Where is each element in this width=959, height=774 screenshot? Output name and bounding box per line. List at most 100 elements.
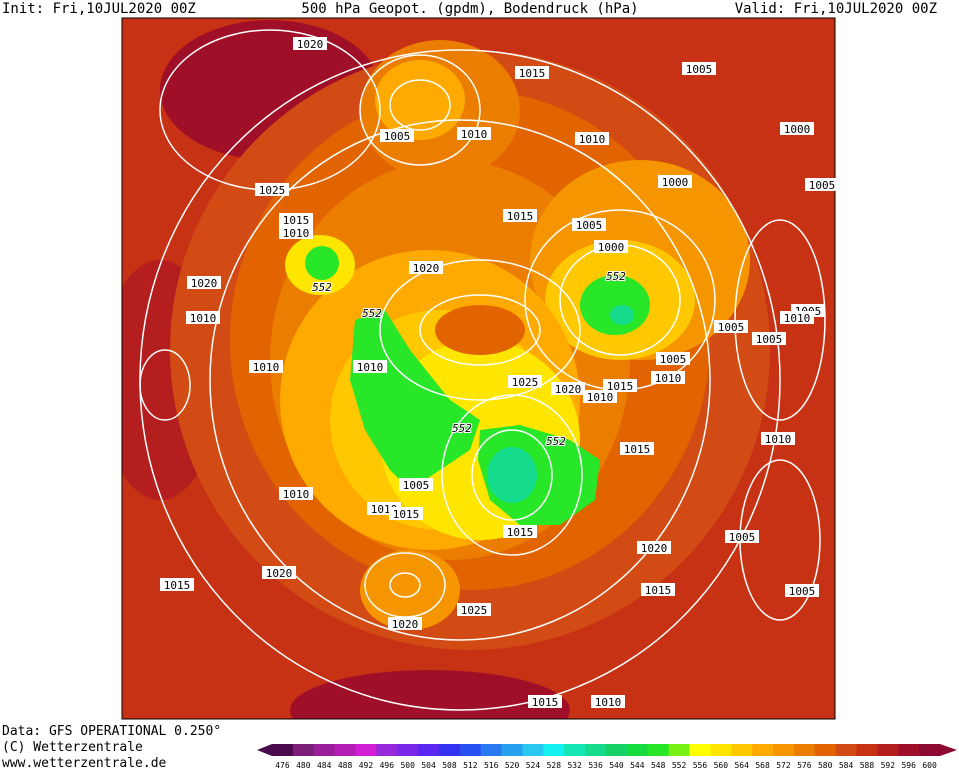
colorbar-label: 568 [755, 761, 770, 770]
valid-time: Valid: Fri,10JUL2020 00Z [735, 1, 937, 17]
map [122, 18, 835, 719]
isobar-label: 1015 [645, 584, 672, 597]
isobar-label-box [761, 432, 795, 445]
colorbar-cell [689, 744, 711, 756]
colorbar-label: 592 [881, 761, 896, 770]
colorbar-cell [439, 744, 461, 756]
isobar-label: 1020 [392, 618, 419, 631]
data-source: Data: GFS OPERATIONAL 0.250° [2, 724, 221, 739]
isobar-label: 1015 [607, 380, 634, 393]
geopot-label: 552 [452, 422, 472, 435]
colorbar-label: 588 [860, 761, 875, 770]
isobar-label: 1010 [253, 361, 280, 374]
isobar-label: 1010 [283, 488, 310, 501]
isobar-label: 1010 [595, 696, 622, 709]
isobar-label-box [262, 566, 296, 579]
isobar-label: 1010 [190, 312, 217, 325]
isobar-label: 1020 [297, 38, 324, 51]
isobar-label: 1020 [191, 277, 218, 290]
colorbar-cell [856, 744, 878, 756]
colorbar-label: 512 [463, 761, 478, 770]
isobar-label: 1005 [576, 219, 603, 232]
colorbar-label: 496 [380, 761, 395, 770]
isobar-label-box [572, 218, 606, 231]
isobar-label: 1005 [686, 63, 713, 76]
map-frame [121, 17, 836, 720]
isobar-label-box [389, 507, 423, 520]
isobar-label-box [656, 352, 690, 365]
isobar-label: 1015 [507, 526, 534, 539]
colorbar-cell [397, 744, 419, 756]
colorbar-cell [731, 744, 753, 756]
isobar-label: 1005 [718, 321, 745, 334]
isobar-label: 1005 [729, 531, 756, 544]
isobar-label-box [279, 226, 313, 239]
colorbar-label: 552 [672, 761, 687, 770]
isobar-label-box [380, 129, 414, 142]
isobar-label: 1015 [624, 443, 651, 456]
isobar-label-box [591, 695, 625, 708]
isobar-label: 1000 [662, 176, 689, 189]
isobar-label-box [725, 530, 759, 543]
isobar-label: 1015 [164, 579, 191, 592]
colorbar-label: 516 [484, 761, 499, 770]
colorbar-label: 532 [567, 761, 582, 770]
isobar-label: 1005 [756, 333, 783, 346]
colorbar-cell [334, 744, 356, 756]
colorbar-cell [606, 744, 628, 756]
colorbar-cell [522, 744, 544, 756]
colorbar-label: 520 [505, 761, 520, 770]
isobar-label: 1005 [403, 479, 430, 492]
isobar-label-box [293, 37, 327, 50]
isobar-label: 1010 [283, 227, 310, 240]
map-title: 500 hPa Geopot. (gpdm), Bodendruck (hPa) [301, 1, 638, 17]
website: www.wetterzentrale.de [2, 756, 167, 770]
colorbar-end [257, 744, 272, 756]
isobar-label-box [503, 209, 537, 222]
isobar-label-box [187, 276, 221, 289]
isobar-label-box [637, 541, 671, 554]
isobar-label-box [388, 617, 422, 630]
isobar-label: 1025 [512, 376, 539, 389]
isobar-label: 1000 [784, 123, 811, 136]
colorbar-cell [480, 744, 503, 756]
colorbar-label: 596 [901, 761, 916, 770]
isobar-label: 1020 [641, 542, 668, 555]
colorbar-label: 540 [609, 761, 624, 770]
isobar-label: 1010 [357, 361, 384, 374]
isobar-label: 1005 [384, 130, 411, 143]
geopot-label: 552 [362, 307, 382, 320]
colorbar-cell [355, 744, 377, 756]
colorbar-label: 544 [630, 761, 645, 770]
colorbar-cell [835, 744, 857, 756]
colorbar-cell [292, 744, 315, 756]
colorbar-cell [877, 744, 899, 756]
isobar-label: 1015 [507, 210, 534, 223]
colorbar-end [940, 744, 957, 756]
isobar-label-box [785, 584, 819, 597]
isobar-label-box [682, 62, 716, 75]
isobar-label-box [186, 311, 220, 324]
isobar-label-box [658, 175, 692, 188]
isobar-label: 1015 [519, 67, 546, 80]
isobar-label-box [583, 390, 617, 403]
isobar-label-box [255, 183, 289, 196]
colorbar-label: 560 [714, 761, 729, 770]
colorbar-cell [793, 744, 816, 756]
isobar-label: 1005 [660, 353, 687, 366]
colorbar-label: 480 [296, 761, 311, 770]
colorbar-label: 528 [547, 761, 562, 770]
colorbar-label: 504 [421, 761, 436, 770]
isobar-label-box [780, 122, 814, 135]
colorbar-label: 500 [400, 761, 415, 770]
geopot-label: 552 [606, 270, 626, 283]
isobar-label-box [575, 132, 609, 145]
geopot-label: 552 [312, 281, 332, 294]
isobar-label: 1010 [579, 133, 606, 146]
colorbar-cell [647, 744, 670, 756]
geopot-label: 552 [546, 435, 566, 448]
colorbar-cell [418, 744, 440, 756]
isobar-label-box [353, 360, 387, 373]
colorbar-label: 576 [797, 761, 812, 770]
colorbar-label: 488 [338, 761, 353, 770]
